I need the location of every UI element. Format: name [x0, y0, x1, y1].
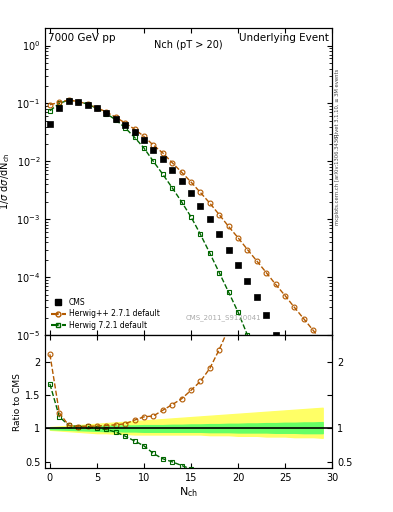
- Y-axis label: 1/$\sigma$ d$\sigma$/dN$_\mathregular{ch}$: 1/$\sigma$ d$\sigma$/dN$_\mathregular{ch…: [0, 153, 12, 210]
- Text: Underlying Event: Underlying Event: [239, 33, 329, 43]
- Text: Nch (pT > 20): Nch (pT > 20): [154, 40, 223, 51]
- Text: CMS_2011_S9120041: CMS_2011_S9120041: [185, 314, 261, 321]
- Text: mcplots.cern.ch [arXiv:1306.3436]: mcplots.cern.ch [arXiv:1306.3436]: [335, 134, 340, 225]
- X-axis label: N$_\mathregular{ch}$: N$_\mathregular{ch}$: [179, 485, 198, 499]
- Y-axis label: Ratio to CMS: Ratio to CMS: [13, 373, 22, 431]
- Legend: CMS, Herwig++ 2.7.1 default, Herwig 7.2.1 default: CMS, Herwig++ 2.7.1 default, Herwig 7.2.…: [49, 296, 161, 331]
- Text: 7000 GeV pp: 7000 GeV pp: [48, 33, 116, 43]
- Text: Rivet 3.1.10, ≥ 3M events: Rivet 3.1.10, ≥ 3M events: [335, 68, 340, 137]
